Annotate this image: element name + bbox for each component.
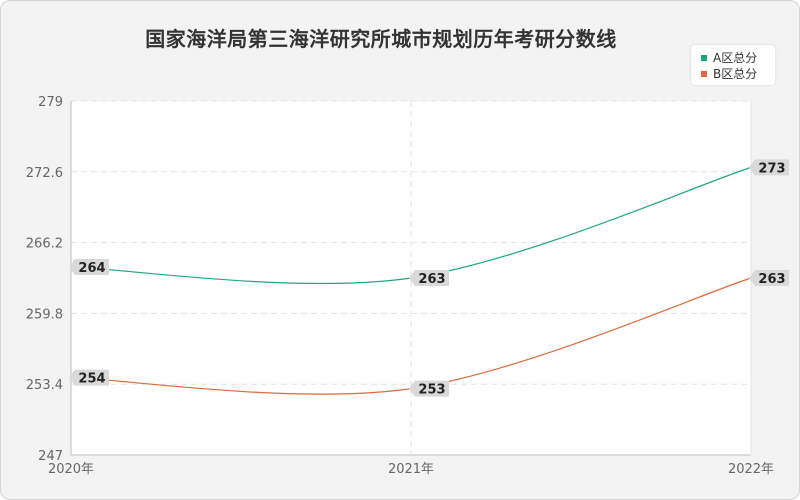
- data-label-text: 263: [418, 272, 445, 287]
- x-tick-label: 2021年: [388, 462, 434, 477]
- data-label-text: 264: [78, 261, 105, 276]
- data-label-bg: [69, 258, 109, 275]
- data-label: 263: [749, 270, 789, 287]
- legend-item-b[interactable]: B区总分: [701, 66, 757, 82]
- data-label-bg: [69, 369, 109, 386]
- y-tick-label: 279: [38, 95, 63, 110]
- data-label: 273: [749, 159, 789, 176]
- data-label-bg: [749, 270, 789, 286]
- legend-label-a: A区总分: [713, 51, 758, 65]
- y-tick-label: 266.2: [26, 237, 63, 252]
- data-label-bg: [409, 270, 449, 286]
- data-label: 264: [69, 258, 109, 276]
- data-label-bg: [749, 159, 789, 176]
- data-label-text: 273: [758, 161, 785, 176]
- data-label-text: 254: [78, 372, 105, 387]
- legend-item-a[interactable]: A区总分: [701, 50, 757, 66]
- data-label: 254: [69, 369, 109, 387]
- y-tick-label: 272.6: [26, 166, 63, 181]
- x-tick-label: 2022年: [728, 462, 774, 477]
- data-label-bg: [409, 380, 449, 397]
- x-tick-label: 2020年: [48, 462, 94, 477]
- legend-label-b: B区总分: [713, 67, 758, 81]
- data-label: 253: [409, 380, 449, 398]
- y-tick-label: 259.8: [26, 307, 63, 322]
- legend: A区总分 B区总分: [691, 45, 775, 85]
- data-label-text: 263: [758, 272, 785, 287]
- legend-swatch-a: [701, 54, 707, 61]
- legend-swatch-b: [701, 70, 707, 77]
- data-label: 263: [409, 270, 449, 287]
- chart-title: 国家海洋局第三海洋研究所城市规划历年考研分数线: [145, 27, 617, 51]
- y-tick-label: 253.4: [26, 378, 63, 393]
- data-label-text: 253: [418, 383, 445, 398]
- y-tick-label: 247: [38, 449, 63, 464]
